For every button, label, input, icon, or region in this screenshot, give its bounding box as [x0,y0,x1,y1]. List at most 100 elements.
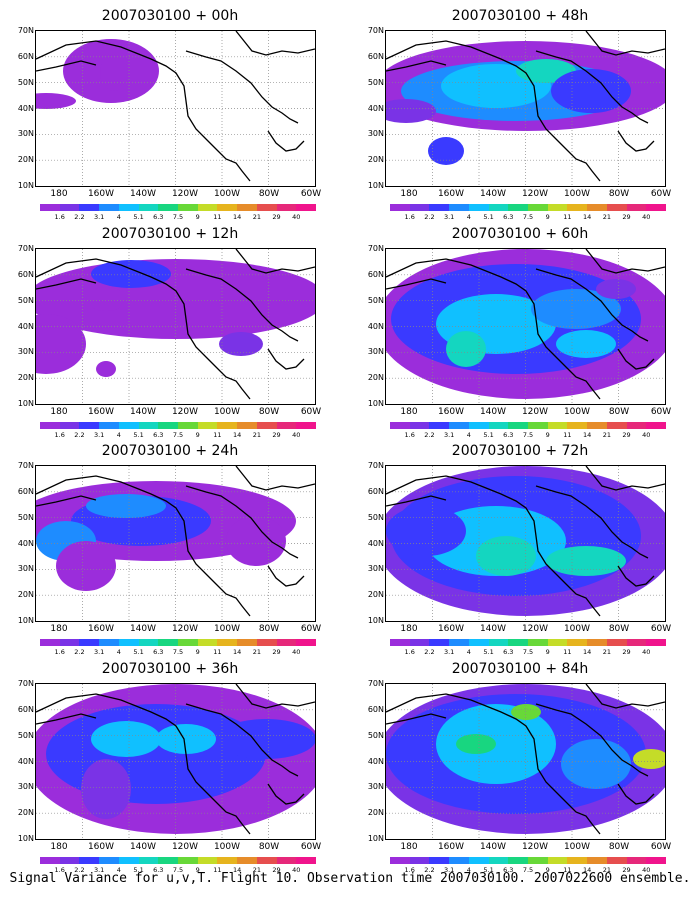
variance-contour [219,332,263,356]
colorbar-label: 11 [213,866,222,874]
latitude-label: 40N [17,103,34,113]
latitude-label: 20N [367,808,384,818]
map-plot-area [385,465,666,622]
latitude-label: 10N [17,181,34,190]
colorbar [390,204,667,211]
coastline [386,693,601,835]
colorbar-swatch [40,639,60,646]
colorbar-swatch [468,204,489,211]
colorbar-swatch [468,857,489,864]
colorbar-label: 14 [233,431,242,439]
colorbar-swatch [587,857,607,864]
colorbar-label: 7.5 [522,648,534,656]
variance-map [36,684,315,839]
coastline [36,713,97,725]
coastline [267,348,305,370]
colorbar-swatch [606,204,627,211]
coastline [235,249,315,274]
variance-contour [86,494,166,518]
colorbar-label: 7.5 [522,213,534,221]
colorbar-swatch [138,857,159,864]
colorbar-swatch [276,204,297,211]
longitude-label: 120W [171,842,199,852]
longitude-label: 120W [171,189,199,199]
colorbar-label: 2.2 [424,866,435,874]
latitude-label: 50N [17,295,34,305]
colorbar-label: 40 [292,431,301,439]
colorbar-swatch [488,422,509,429]
colorbar-label: 11 [563,866,572,874]
colorbar-swatch [488,639,509,646]
longitude-label: 140W [479,842,507,852]
colorbar [40,422,317,429]
map-plot-area [35,248,316,405]
colorbar-label: 3.1 [443,431,455,439]
colorbar-label: 21 [602,866,611,874]
colorbar-swatch [256,422,277,429]
colorbar-swatch [237,204,257,211]
colorbar-swatch [256,204,277,211]
coastline [36,278,97,290]
colorbar-label: 5.1 [483,431,494,439]
longitude-label: 60W [300,189,322,199]
latitude-label: 20N [367,590,384,600]
colorbar-label: 5.1 [133,213,144,221]
colorbar-swatch [59,639,80,646]
coastline [617,348,655,370]
longitude-label: 120W [521,624,549,634]
latitude-label: 60N [17,269,34,279]
colorbar-label: 9 [195,648,200,656]
colorbar-swatch [217,639,238,646]
colorbar-swatch [488,204,509,211]
colorbar-swatch [390,639,410,646]
longitude-label: 160W [437,407,465,417]
coastline [36,495,97,507]
colorbar-label: 5.1 [483,866,494,874]
variance-contour [551,69,631,113]
latitude-label: 60N [367,486,384,496]
colorbar-swatch [567,204,588,211]
colorbar-swatch [528,639,548,646]
latitude-label: 40N [17,756,34,766]
latitude-label: 50N [367,295,384,305]
colorbar-swatch [197,204,218,211]
colorbar-label: 1.6 [404,648,415,656]
colorbar-label: 14 [233,213,242,221]
colorbar-swatch [40,857,60,864]
colorbar-label: 2.2 [424,648,435,656]
longitude-label: 160W [87,842,115,852]
variance-contour [91,260,171,288]
variance-contour [156,724,216,754]
colorbar-label: 7.5 [172,648,184,656]
variance-contour [546,546,626,576]
colorbar [390,422,667,429]
colorbar-label: 9 [545,431,550,439]
variance-contour [36,93,76,109]
colorbar-swatch [118,857,139,864]
longitude-label: 120W [521,189,549,199]
map-plot-area [35,30,316,187]
colorbar-label: 6.3 [153,648,164,656]
longitude-label: 120W [171,624,199,634]
colorbar-label: 29 [272,431,281,439]
variance-map [36,31,315,186]
colorbar-swatch [237,639,257,646]
variance-contour [476,536,536,576]
variance-contour [81,759,131,819]
longitude-label: 140W [479,189,507,199]
colorbar-swatch [409,857,430,864]
colorbar-label: 3.1 [443,648,455,656]
colorbar-swatch [99,422,119,429]
latitude-label: 70N [367,26,384,35]
map-panel: 2007030100 + 36h 70N 60N 50N 40N 30N 20N 10N 180… [0,661,340,876]
latitude-label: 30N [367,129,384,139]
latitude-label: 10N [367,616,384,625]
coastline [585,31,665,56]
longitude-label: 140W [129,624,157,634]
latitude-label: 70N [17,679,34,688]
colorbar-label: 21 [252,648,261,656]
latitude-label: 30N [367,782,384,792]
longitude-label: 60W [650,624,672,634]
figure-caption: Signal Variance for u,v,T. Flight 10. Ob… [9,871,691,886]
colorbar-swatch [158,204,179,211]
